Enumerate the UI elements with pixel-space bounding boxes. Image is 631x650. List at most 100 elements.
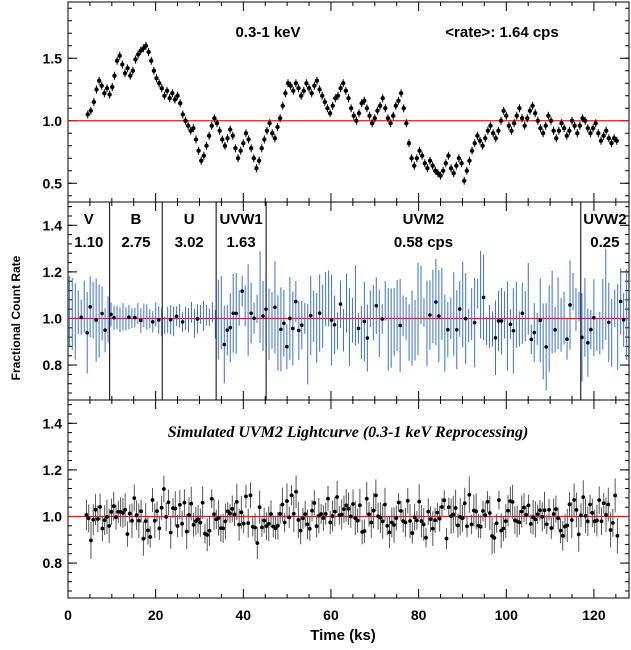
data-point — [183, 118, 188, 123]
data-point — [409, 156, 414, 161]
data-point — [187, 513, 191, 517]
data-point — [356, 111, 362, 116]
data-point — [152, 518, 157, 523]
data-point — [511, 328, 516, 333]
data-point — [264, 128, 270, 133]
data-point — [348, 106, 354, 111]
data-point — [180, 521, 185, 526]
data-point — [332, 509, 337, 514]
data-point — [538, 126, 543, 131]
data-point — [462, 178, 467, 183]
data-point — [454, 327, 459, 332]
data-point — [474, 509, 479, 514]
data-point — [253, 525, 257, 530]
data-point — [585, 126, 591, 131]
data-point — [191, 126, 196, 131]
data-point — [496, 128, 501, 133]
data-point — [327, 111, 333, 116]
data-point — [114, 58, 120, 63]
data-point — [156, 318, 161, 322]
data-point — [280, 502, 285, 507]
data-point — [583, 514, 588, 518]
data-point — [488, 123, 493, 128]
data-point — [508, 322, 513, 327]
band-name: UVM2 — [403, 211, 445, 228]
data-point — [221, 526, 226, 531]
data-point — [344, 503, 349, 508]
data-point — [385, 523, 390, 528]
data-point — [125, 66, 130, 71]
data-point — [314, 524, 319, 529]
data-point — [146, 49, 151, 55]
data-point — [206, 133, 212, 138]
data-point — [577, 123, 583, 128]
data-point — [280, 103, 285, 108]
y-tick-label: 1.2 — [43, 264, 63, 280]
data-point — [430, 163, 435, 168]
data-point — [592, 315, 596, 320]
data-point — [454, 163, 459, 168]
data-point — [320, 93, 325, 98]
data-point — [133, 315, 137, 320]
data-point — [246, 137, 251, 142]
y-axis-label: Fractional Count Rate — [9, 255, 23, 380]
data-point — [225, 136, 230, 141]
data-point — [460, 516, 465, 521]
data-point — [95, 517, 100, 521]
data-point — [356, 326, 361, 331]
data-point — [262, 137, 267, 142]
data-point — [524, 512, 529, 517]
data-point — [298, 528, 303, 533]
data-point — [542, 508, 547, 513]
data-point — [590, 511, 595, 515]
data-point — [528, 521, 533, 526]
y-tick-label: 1.0 — [43, 310, 63, 326]
data-point — [285, 499, 289, 503]
data-point — [220, 137, 225, 142]
data-point — [235, 156, 241, 161]
data-point — [544, 522, 549, 527]
data-point — [193, 137, 199, 142]
data-point — [609, 141, 614, 146]
data-point — [230, 133, 235, 138]
data-point — [383, 502, 387, 507]
data-point — [279, 327, 283, 332]
data-point — [596, 131, 601, 136]
data-point — [362, 319, 367, 324]
data-point — [530, 103, 535, 108]
data-point — [462, 501, 467, 506]
data-point — [259, 525, 264, 530]
data-point — [112, 315, 116, 320]
data-point — [148, 535, 153, 539]
data-point — [338, 302, 343, 306]
data-point — [506, 123, 512, 128]
data-point — [374, 303, 379, 308]
data-point — [527, 108, 533, 113]
data-point — [157, 526, 162, 531]
data-point — [551, 128, 556, 133]
data-point — [222, 143, 228, 148]
data-point — [296, 328, 301, 333]
y-tick-label: 1.0 — [43, 508, 63, 524]
data-point — [150, 320, 155, 324]
data-point — [287, 515, 292, 520]
data-point — [572, 498, 577, 502]
data-point — [351, 502, 355, 506]
y-tick-label: 0.5 — [43, 175, 63, 191]
data-point — [267, 121, 272, 126]
data-point — [156, 81, 162, 86]
data-point — [440, 505, 444, 509]
data-point — [487, 511, 492, 515]
data-point — [548, 118, 554, 123]
data-point — [162, 93, 167, 98]
data-point — [79, 315, 84, 320]
data-point — [259, 146, 264, 151]
data-point — [540, 514, 545, 519]
data-point — [307, 526, 312, 531]
data-point — [367, 512, 371, 517]
data-point — [325, 106, 330, 111]
data-point — [166, 500, 171, 505]
data-point — [275, 124, 280, 130]
data-point — [443, 161, 448, 166]
data-point — [371, 508, 376, 513]
